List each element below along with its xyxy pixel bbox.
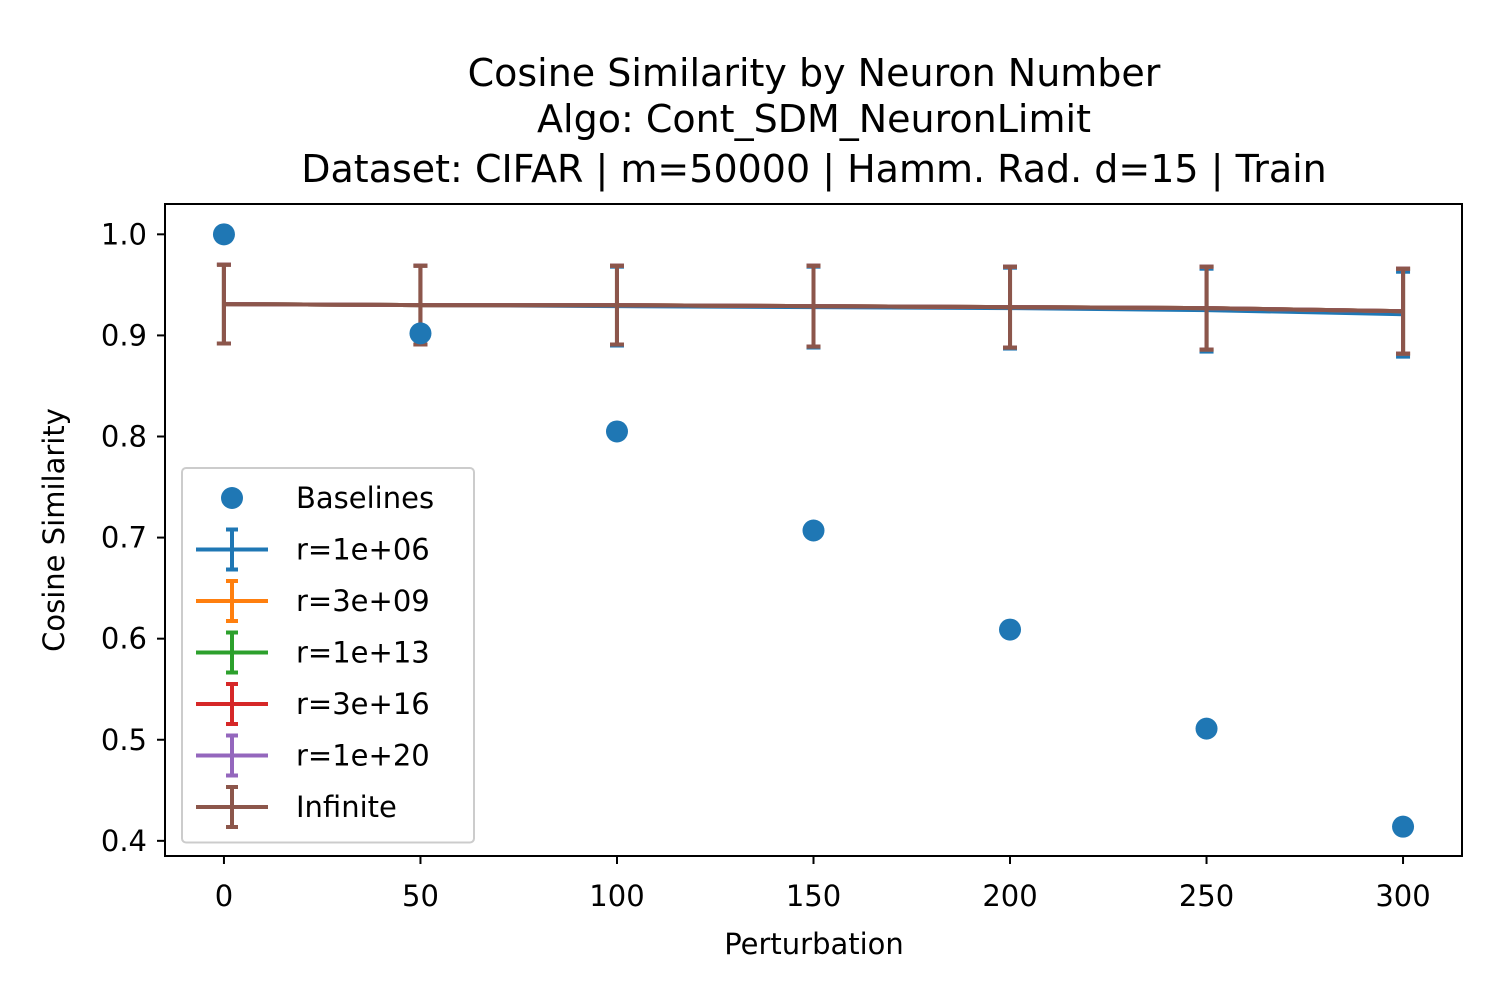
x-tick-label: 250 xyxy=(1179,879,1234,913)
legend-label: r=3e+16 xyxy=(296,687,430,721)
chart-title-line-2: Algo: Cont_SDM_NeuronLimit xyxy=(537,97,1091,141)
baseline-point xyxy=(802,519,825,542)
series-5 xyxy=(216,262,1411,356)
chart-title-line-3: Dataset: CIFAR | m=50000 | Hamm. Rad. d=… xyxy=(301,147,1327,192)
legend-label: r=3e+09 xyxy=(296,584,430,618)
x-tick-label: 300 xyxy=(1375,879,1430,913)
baseline-point xyxy=(1195,717,1218,740)
legend-marker-baselines xyxy=(221,487,243,509)
plot-area xyxy=(212,223,1415,838)
x-tick-label: 50 xyxy=(402,879,439,913)
baseline-point xyxy=(212,223,235,246)
legend-label: r=1e+06 xyxy=(296,533,430,567)
x-axis-label: Perturbation xyxy=(724,927,904,961)
x-tick-label: 0 xyxy=(215,879,233,913)
axes: 0 50 100 150 200 250 300 0.4 0.5 0.6 0.7 0.8 0.9 1.0 xyxy=(101,203,1463,913)
baseline-point xyxy=(409,322,432,345)
chart-title: Cosine Similarity by Neuron Number Algo:… xyxy=(301,51,1327,192)
legend: Baselines r=1e+06 r=3e+09 r=1e+13 r=3e+16 r=1… xyxy=(181,467,475,844)
y-tick-label: 0.6 xyxy=(101,622,147,656)
series-baselines xyxy=(212,223,1415,838)
legend-label: r=1e+20 xyxy=(296,739,430,773)
y-tick-label: 0.4 xyxy=(101,824,147,858)
legend-label: r=1e+13 xyxy=(296,636,430,670)
baseline-point xyxy=(605,420,628,443)
y-tick-label: 1.0 xyxy=(101,217,147,251)
x-tick-label: 150 xyxy=(786,879,841,913)
chart-title-line-1: Cosine Similarity by Neuron Number xyxy=(468,51,1161,95)
y-tick-label: 0.7 xyxy=(101,521,147,555)
y-tick-label: 0.9 xyxy=(101,318,147,352)
y-axis-label: Cosine Similarity xyxy=(37,408,71,652)
legend-box xyxy=(181,467,475,844)
baseline-point xyxy=(999,618,1022,641)
x-tick-label: 100 xyxy=(589,879,644,913)
y-tick-label: 0.5 xyxy=(101,723,147,757)
legend-label: Infinite xyxy=(296,790,397,824)
x-tick-label: 200 xyxy=(982,879,1037,913)
baseline-point xyxy=(1392,815,1415,838)
legend-label-baselines: Baselines xyxy=(296,481,434,515)
y-tick-label: 0.8 xyxy=(101,419,147,453)
